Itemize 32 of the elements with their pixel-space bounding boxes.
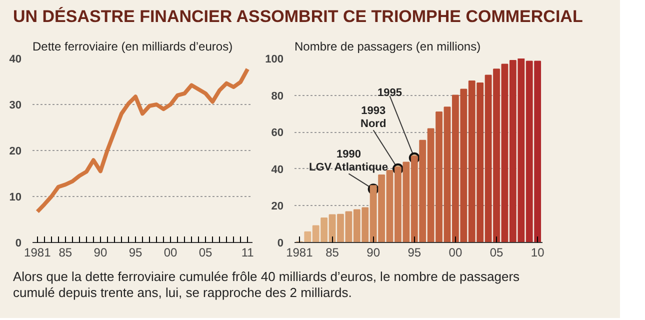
x-tick-label: 1981	[286, 246, 314, 260]
x-tick-label: 10	[530, 246, 545, 260]
x-tick-label: 95	[128, 246, 142, 260]
x-tick-label: 85	[58, 246, 72, 260]
y-tick-label: 40	[9, 54, 22, 66]
x-tick-label: 85	[326, 246, 340, 260]
x-tick-label: 1981	[24, 246, 52, 260]
x-tick-label: 05	[490, 246, 504, 260]
y-tick-label: 20	[271, 200, 284, 213]
y-tick-label: 0	[15, 238, 22, 250]
x-tick-label: 00	[164, 246, 178, 260]
x-tick-label: 95	[408, 246, 422, 260]
x-tick-label: 90	[94, 246, 108, 260]
annotation: 1993 Nord	[360, 104, 386, 130]
y-tick-label: 10	[9, 192, 22, 204]
y-tick-label: 80	[271, 90, 284, 102]
annotation: 1990 LGV Atlantique	[308, 148, 388, 174]
x-tick-label: 05	[198, 246, 213, 260]
annotation: 1995	[378, 86, 402, 99]
chart-title: Nombre de passagers (en millions)	[294, 40, 481, 54]
text: UN DÉSASTRE FINANCIER ASSOMBRIT CE TRIOMPHE COMMERCIAL	[13, 6, 583, 28]
y-tick-label: 20	[9, 146, 22, 158]
x-tick-label: 11	[241, 246, 254, 260]
y-tick-label: 60	[271, 127, 284, 140]
y-tick-label: 40	[271, 164, 284, 176]
x-tick-label: 90	[366, 246, 380, 260]
y-tick-label: 100	[265, 54, 284, 66]
y-tick-label: 30	[9, 100, 22, 112]
y-tick-label: 0	[277, 238, 284, 250]
x-tick-label: 00	[448, 246, 462, 260]
chart-subtitle: Dette ferroviaire (en milliards d’euros)	[32, 40, 233, 54]
text: Alors que la dette ferroviaire cumulée frôle 40 milliards d’euros, le nombre de passagers cumulé depuis trente ans, lui, se rapproche des 2 milliards.	[13, 269, 521, 300]
